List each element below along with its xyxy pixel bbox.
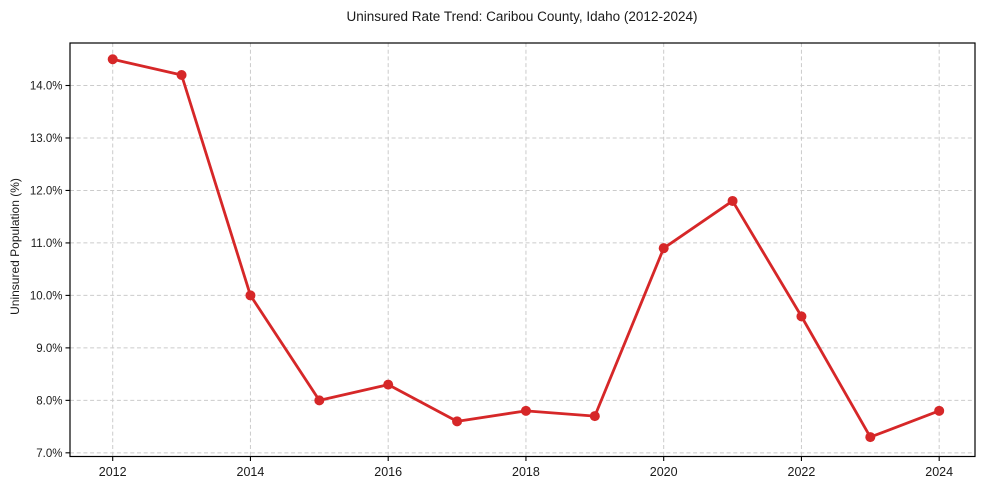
x-tick-label: 2020 <box>650 465 678 479</box>
x-tick-label: 2018 <box>512 465 540 479</box>
data-point-2014 <box>245 290 256 301</box>
data-point-2013 <box>176 70 187 81</box>
data-point-2018 <box>520 405 531 416</box>
x-tick-label: 2016 <box>374 465 402 479</box>
x-tick-label: 2014 <box>237 465 265 479</box>
x-tick-label: 2022 <box>788 465 816 479</box>
chart-title: Uninsured Rate Trend: Caribou County, Id… <box>347 9 698 24</box>
data-point-2020 <box>658 243 669 254</box>
data-point-2022 <box>796 311 807 322</box>
axes-layer <box>65 42 976 461</box>
plot-border <box>69 42 976 458</box>
y-tick-label: 14.0% <box>30 81 63 93</box>
label-layer: 2012 2014 2016 2018 2020 2022 2024 7.0% 8.0% 9.0%… <box>30 81 953 479</box>
series-layer <box>107 54 945 443</box>
y-axis-label: Uninsured Population (%) <box>8 178 22 315</box>
data-point-2023 <box>865 432 876 443</box>
y-tick-label: 8.0% <box>36 395 62 407</box>
y-tick-label: 11.0% <box>31 238 63 250</box>
data-point-2012 <box>107 54 118 65</box>
y-tick-label: 9.0% <box>36 343 62 355</box>
x-tick-label: 2012 <box>99 465 127 479</box>
data-point-2024 <box>934 405 945 416</box>
y-tick-label: 12.0% <box>30 185 63 197</box>
y-tick-label: 7.0% <box>36 448 62 460</box>
y-tick-label: 10.0% <box>30 290 63 302</box>
data-point-2017 <box>452 416 463 427</box>
data-point-2016 <box>383 379 394 390</box>
data-point-2021 <box>727 195 738 206</box>
x-tick-label: 2024 <box>925 465 953 479</box>
data-point-2019 <box>589 411 600 422</box>
grid-layer <box>70 43 975 457</box>
y-tick-label: 13.0% <box>30 133 63 145</box>
data-point-2015 <box>314 395 325 406</box>
